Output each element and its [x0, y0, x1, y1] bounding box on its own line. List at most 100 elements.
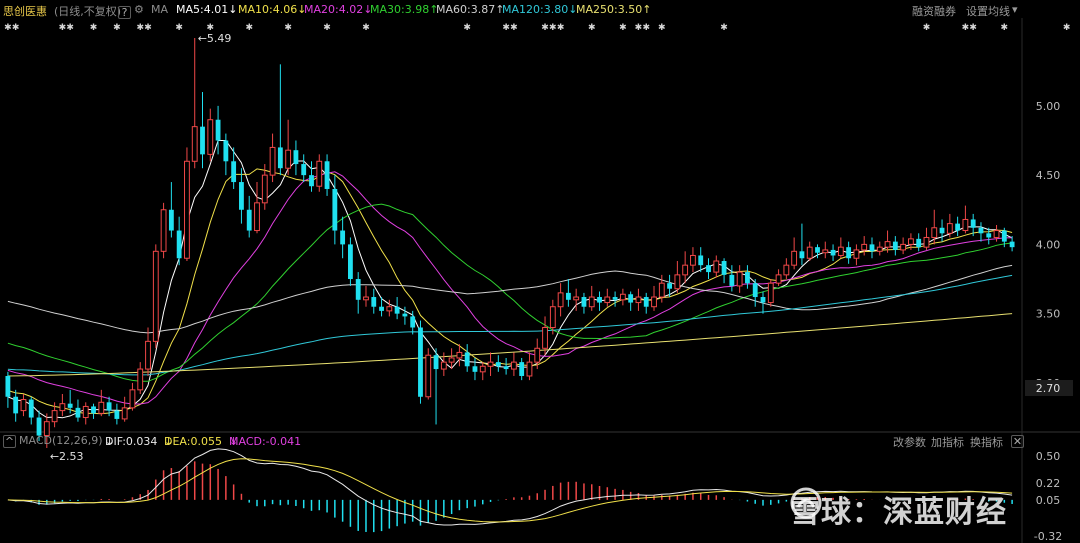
- ma-label[interactable]: MA: [151, 3, 169, 16]
- candle-body: [907, 238, 914, 245]
- stock-name[interactable]: 思创医惠: [3, 5, 47, 18]
- candle-body: [386, 306, 393, 312]
- candle-body: [231, 161, 237, 183]
- candle-body: [962, 218, 969, 232]
- candle-body: [939, 227, 945, 234]
- candle-body: [269, 146, 276, 176]
- candle-body: [815, 247, 820, 253]
- candle-body: [254, 202, 260, 232]
- candle-body: [277, 147, 283, 169]
- candle-body: [986, 233, 992, 238]
- ma-legend-item: MA20:4.02↓: [304, 3, 373, 16]
- candle-body: [612, 297, 618, 300]
- candle-body: [955, 223, 961, 231]
- candle-body: [510, 361, 517, 370]
- candle-body: [410, 316, 416, 328]
- candle-body: [316, 160, 323, 187]
- event-marker-icon: ✱: [323, 23, 331, 33]
- macd-name[interactable]: MACD(12,26,9): [19, 434, 103, 447]
- candle-body: [28, 399, 34, 418]
- candle-body: [348, 244, 353, 280]
- macd-tick-label: -0.32: [1034, 530, 1062, 543]
- candle-body: [993, 230, 1000, 238]
- candle-body: [82, 405, 89, 419]
- candle-body: [588, 296, 595, 308]
- candle-body: [114, 410, 120, 419]
- candle-body: [853, 249, 860, 259]
- candle-body: [931, 227, 938, 238]
- event-marker-icon: ✱: [969, 23, 977, 33]
- candle-body: [20, 399, 27, 412]
- candle-body: [534, 347, 541, 363]
- dif-line: [7, 448, 1013, 526]
- ma-legend-item: MA10:4.06↓: [238, 3, 307, 16]
- price-tick-label: 3.50: [1036, 308, 1061, 321]
- switch-indicator-button[interactable]: 换指标: [970, 436, 1003, 449]
- candle-body: [830, 249, 836, 256]
- ma30-line: [7, 203, 1013, 382]
- candle-body: [745, 272, 750, 284]
- add-indicator-button[interactable]: 加指标: [931, 436, 964, 449]
- ma-legend-item: MA120:3.80↓: [502, 3, 578, 16]
- candle-body: [98, 401, 105, 414]
- candle-body: [900, 243, 907, 251]
- candle-body: [846, 247, 852, 259]
- candle-body: [67, 403, 73, 408]
- ma-legend-item: MA250:3.50↑: [576, 3, 652, 16]
- candle-body: [752, 283, 758, 298]
- event-marker-icon: ✱: [962, 23, 970, 33]
- candle-body: [526, 361, 533, 377]
- candle-body: [425, 354, 432, 398]
- candle-body: [837, 246, 844, 256]
- event-marker-icon: ✱: [635, 23, 643, 33]
- ma-legend-item: MA5:4.01↓: [176, 3, 238, 16]
- candle-body: [651, 296, 657, 308]
- candle-body: [184, 160, 190, 259]
- current-price-label: 2.70: [1036, 382, 1061, 395]
- change-params-button[interactable]: 改参数: [893, 436, 926, 449]
- current-price-box: [1025, 380, 1073, 396]
- event-marker-icon: ✱: [510, 23, 518, 33]
- candle-body: [690, 254, 696, 266]
- macd-tick-label: 0.50: [1036, 450, 1061, 463]
- candle-body: [223, 140, 229, 162]
- ma10-line: [7, 168, 1013, 415]
- xueqiu-logo-icon: [790, 487, 822, 519]
- candle-body: [309, 175, 314, 187]
- period-label[interactable]: (日线,不复权): [54, 5, 122, 18]
- candle-body: [721, 261, 727, 275]
- candle-body: [549, 306, 556, 328]
- gear-icon[interactable]: ⚙: [134, 3, 144, 16]
- event-marker-icon: ✱: [1063, 23, 1071, 33]
- margin-trading-button[interactable]: 融资融券: [912, 5, 956, 18]
- candle-body: [674, 274, 681, 290]
- candle-body: [557, 292, 564, 308]
- price-tick-label: 5.00: [1036, 100, 1061, 113]
- candle-body: [565, 292, 571, 300]
- candle-body: [736, 271, 743, 287]
- candle-body: [573, 296, 580, 301]
- candle-body: [635, 296, 642, 304]
- candle-body: [783, 264, 790, 276]
- candle-body: [51, 410, 58, 423]
- event-marker-icon: ✱: [1001, 23, 1009, 33]
- event-marker-icon: ✱: [245, 23, 253, 33]
- candle-body: [433, 355, 439, 370]
- candle-body: [892, 241, 898, 250]
- event-marker-icon: ✱: [284, 23, 292, 33]
- candle-body: [791, 250, 798, 266]
- candle-body: [285, 149, 292, 169]
- candle-body: [706, 265, 711, 273]
- ma-settings-button[interactable]: 设置均线: [966, 5, 1010, 18]
- candle-body: [581, 297, 587, 307]
- candle-body: [168, 209, 174, 231]
- event-marker-icon: ✱: [642, 23, 650, 33]
- ma20-line: [7, 171, 1013, 405]
- chevron-down-icon[interactable]: ▾: [1012, 3, 1018, 16]
- candle-body: [371, 297, 377, 307]
- candle-body: [519, 362, 525, 376]
- event-marker-icon: ✱: [619, 23, 627, 33]
- candle-body: [355, 279, 361, 300]
- candle-body: [246, 209, 252, 231]
- watermark: 雪球：深蓝财经: [790, 487, 1007, 531]
